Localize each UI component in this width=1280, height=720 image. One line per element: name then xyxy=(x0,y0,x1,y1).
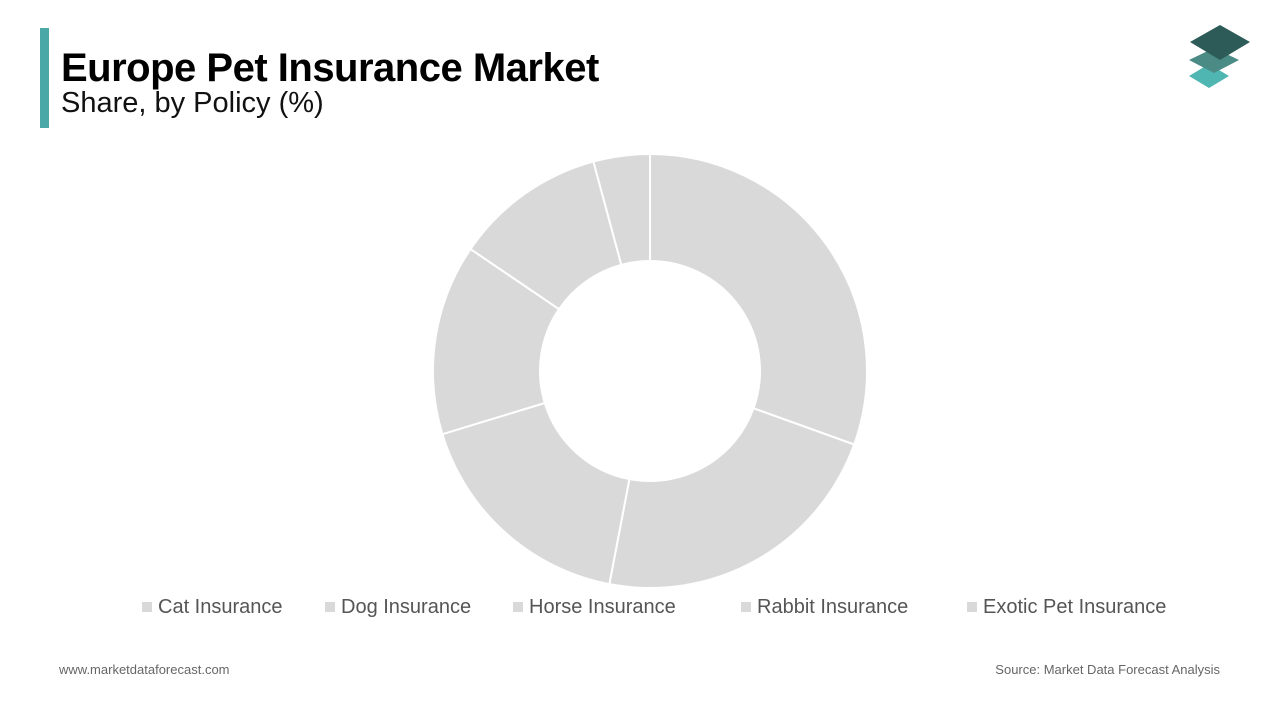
legend-item: Rabbit Insurance xyxy=(741,594,908,620)
legend-label: Horse Insurance xyxy=(529,596,676,618)
legend-item: Dog Insurance xyxy=(325,594,471,620)
legend-item: Cat Insurance xyxy=(142,594,283,620)
legend-item: Horse Insurance xyxy=(513,594,676,620)
donut-chart xyxy=(432,152,868,589)
legend-swatch xyxy=(513,602,523,612)
legend-swatch xyxy=(325,602,335,612)
footer-website: www.marketdataforecast.com xyxy=(59,662,230,677)
legend-item: Exotic Pet Insurance xyxy=(967,594,1166,620)
chart-legend: Cat Insurance Dog Insurance Horse Insuranc… xyxy=(0,594,1280,620)
chart-title: Europe Pet Insurance Market xyxy=(61,46,599,90)
chart-subtitle: Share, by Policy (%) xyxy=(61,87,324,119)
legend-swatch xyxy=(142,602,152,612)
legend-swatch xyxy=(741,602,751,612)
legend-swatch xyxy=(967,602,977,612)
logo-layer-top xyxy=(1190,25,1250,60)
footer-source: Source: Market Data Forecast Analysis xyxy=(995,662,1220,677)
donut-slice-1 xyxy=(649,152,868,446)
legend-label: Cat Insurance xyxy=(158,596,283,618)
legend-label: Exotic Pet Insurance xyxy=(983,596,1167,618)
legend-label: Dog Insurance xyxy=(341,596,472,618)
stacked-layers-logo-icon xyxy=(1189,25,1250,88)
title-accent-bar xyxy=(40,28,49,128)
donut-slice-3 xyxy=(441,401,631,586)
donut-slice-2 xyxy=(608,406,856,589)
legend-label: Rabbit Insurance xyxy=(757,596,909,618)
donut-slice-6 xyxy=(592,152,651,267)
